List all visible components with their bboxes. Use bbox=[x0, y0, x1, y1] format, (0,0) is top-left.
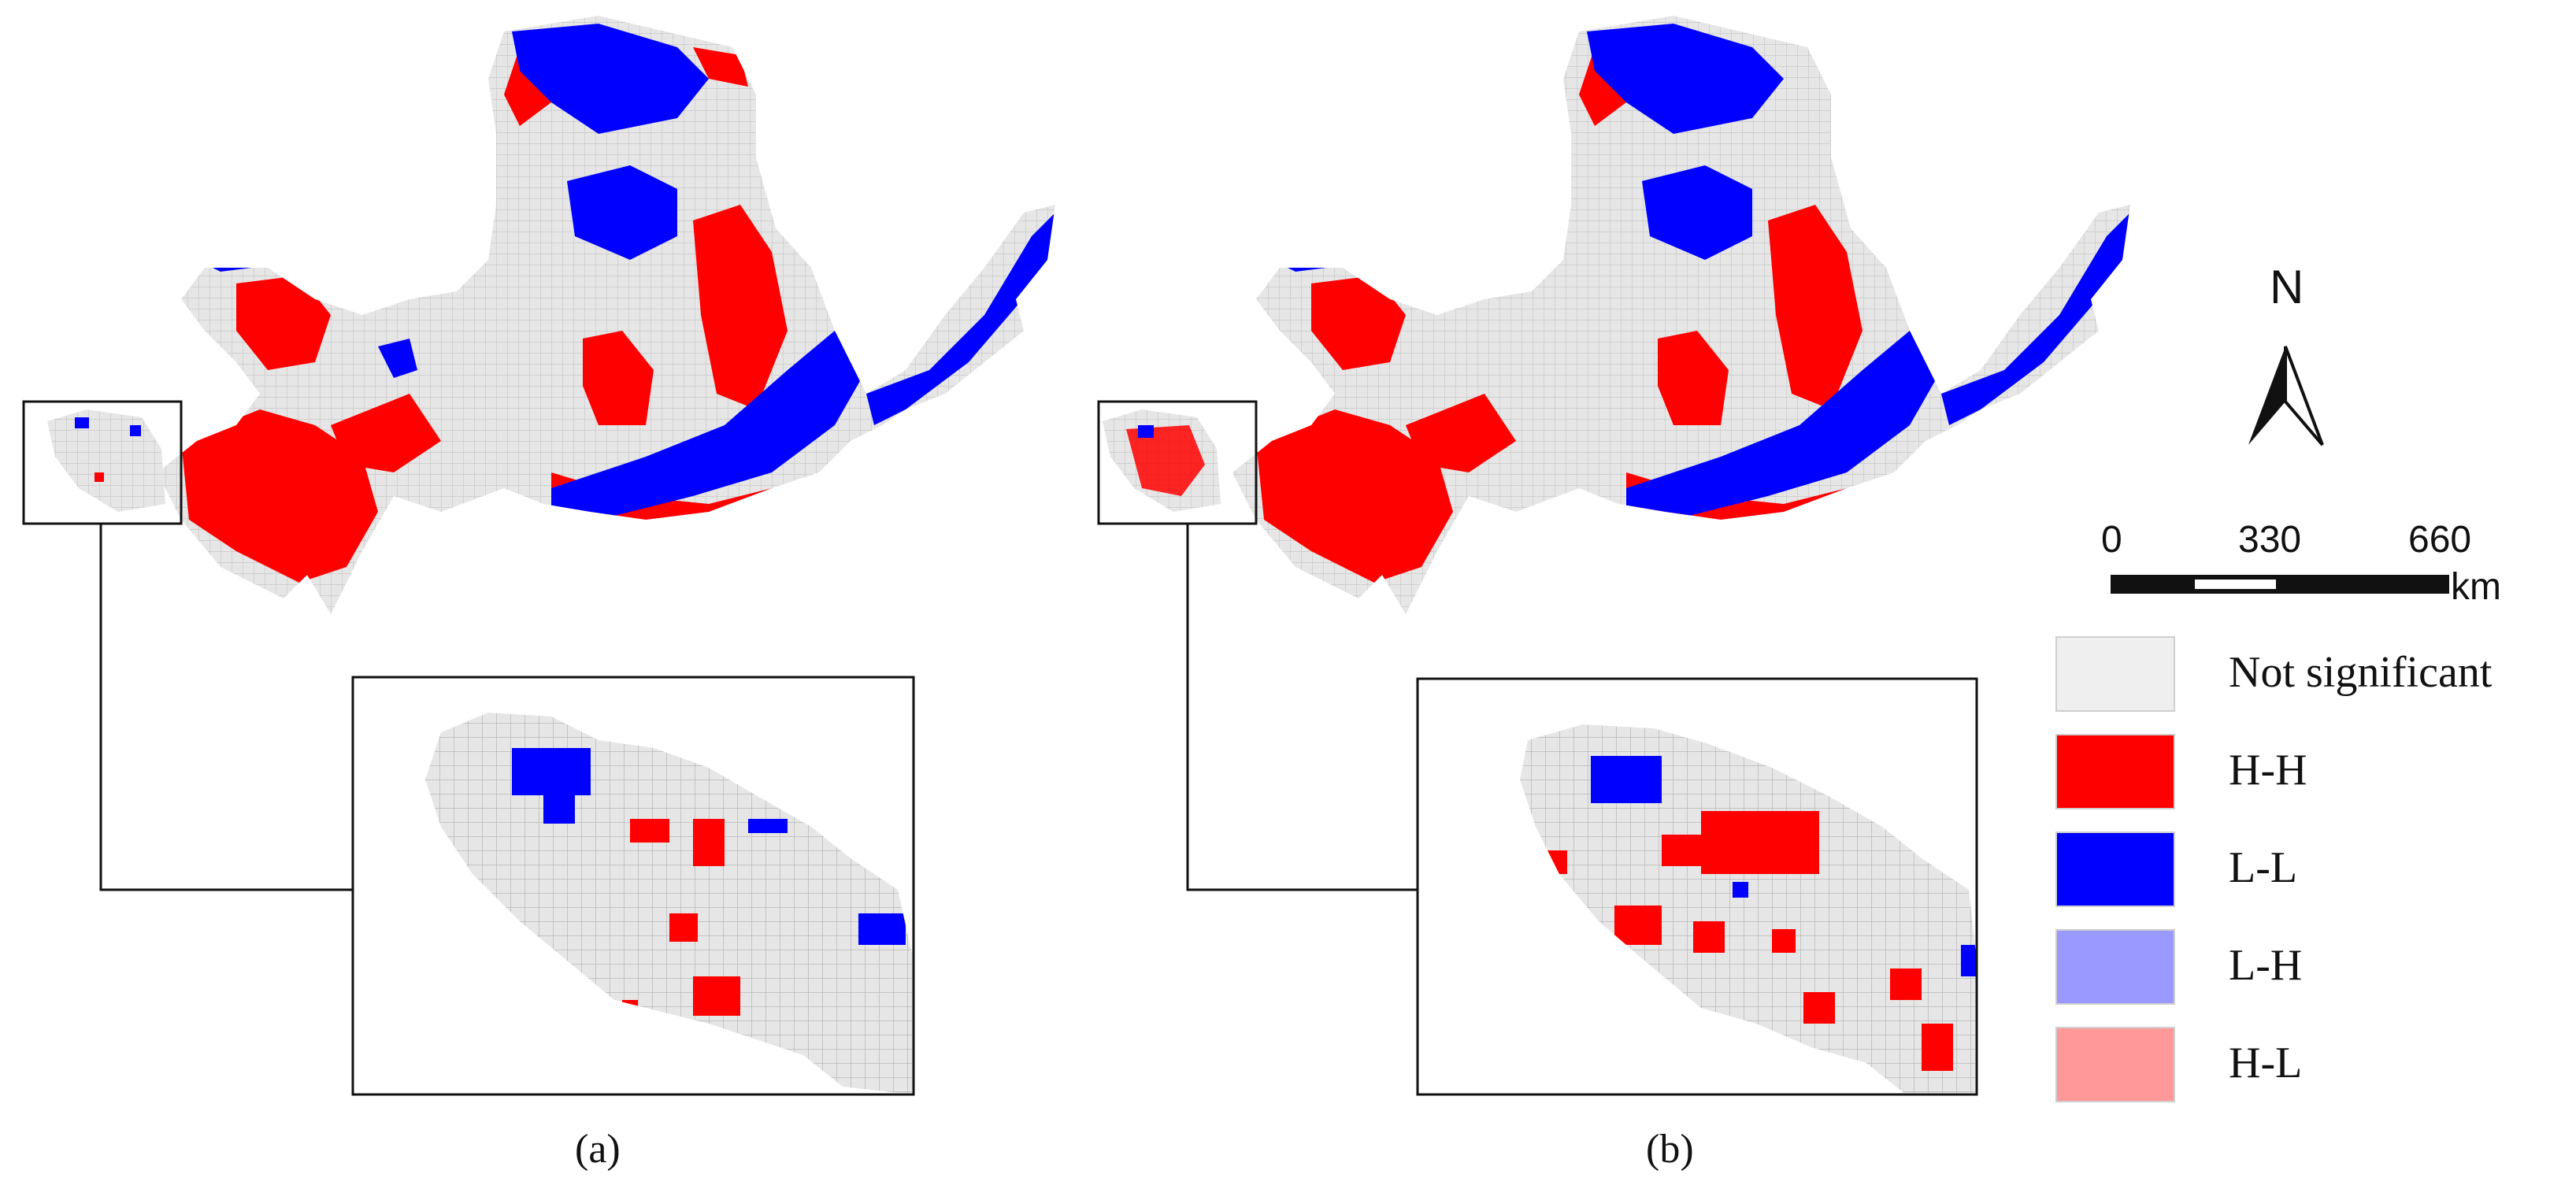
legend-label: L-H bbox=[2229, 941, 2303, 990]
legend-label: L-L bbox=[2229, 843, 2298, 892]
legend-item-l-l: L-L bbox=[2055, 831, 2567, 913]
scale-tick-330: 330 bbox=[2238, 519, 2302, 561]
scale-unit: km bbox=[2451, 566, 2501, 608]
north-label: N bbox=[2270, 261, 2304, 313]
legend-label: H-H bbox=[2229, 746, 2307, 794]
legend-swatch bbox=[2055, 929, 2175, 1005]
legend-item-h-l: H-L bbox=[2055, 1027, 2567, 1109]
legend-item-h-h: H-H bbox=[2055, 734, 2567, 816]
panel-caption-a: (a) bbox=[575, 1127, 621, 1172]
north-arrow-icon bbox=[2248, 346, 2324, 446]
panel-caption-b: (b) bbox=[1646, 1127, 1694, 1172]
legend-item-l-h: L-H bbox=[2055, 929, 2567, 1011]
legend-swatch bbox=[2055, 734, 2175, 809]
legend-item-not-significant: Not significant bbox=[2055, 636, 2567, 718]
legend-swatch bbox=[2055, 636, 2175, 712]
map-panel-a bbox=[22, 16, 1055, 1096]
legend-swatch bbox=[2055, 1027, 2175, 1102]
legend-label: H-L bbox=[2229, 1039, 2303, 1087]
scale-tick-0: 0 bbox=[2101, 519, 2122, 561]
legend-label: Not significant bbox=[2229, 648, 2493, 697]
scale-tick-660: 660 bbox=[2408, 519, 2472, 561]
legend-swatch bbox=[2055, 831, 2175, 907]
scale-bar bbox=[2111, 575, 2449, 594]
